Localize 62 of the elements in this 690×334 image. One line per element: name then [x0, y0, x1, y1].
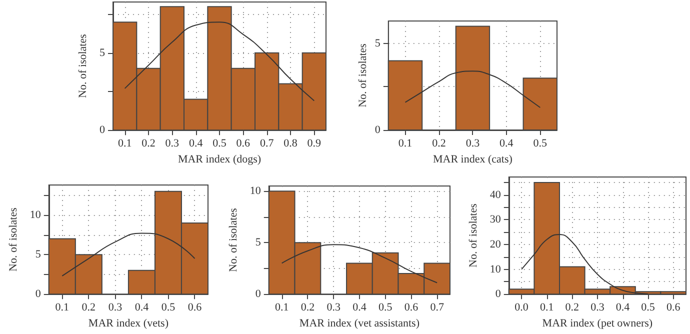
x-axis-title: MAR index (vet assistants) [299, 318, 420, 330]
x-tick-label: 0.2 [82, 302, 96, 314]
x-tick-label: 0.1 [55, 302, 70, 314]
x-tick-label: 0.4 [616, 302, 630, 314]
y-tick-label: 0 [100, 124, 106, 136]
x-tick-label: 0.3 [466, 138, 480, 150]
y-axis-title: No. of isolates [356, 44, 369, 108]
x-tick-label: 0.7 [260, 138, 274, 150]
x-tick-label: 0.6 [666, 302, 681, 314]
y-tick-label: 5 [374, 37, 381, 50]
y-axis-title: No. of isolates [77, 34, 90, 98]
x-axis-title: MAR index (vets) [88, 318, 169, 330]
x-tick-label: 0.6 [188, 302, 202, 314]
y-tick-label: 5 [35, 248, 42, 261]
y-tick-label: 0 [495, 288, 502, 300]
x-tick-label: 0.1 [398, 138, 412, 150]
x-tick-label: 0.5 [533, 138, 548, 150]
x-tick-label: 0.3 [108, 302, 123, 314]
line-series [404, 70, 541, 108]
y-tick-label: 5 [100, 46, 106, 59]
y-tick-label: 20 [490, 238, 502, 250]
x-tick-label: 0.1 [118, 138, 132, 150]
x-tick-label: 0.5 [212, 138, 227, 150]
x-tick-label: 0.1 [274, 302, 289, 314]
x-tick-label: 0.7 [430, 302, 444, 314]
y-tick-label: 5 [255, 236, 262, 249]
x-tick-label: 0.5 [378, 302, 393, 314]
y-tick-label: 30 [490, 214, 502, 226]
y-axis-title: No. of isolates [228, 208, 240, 272]
x-tick-label: 0.2 [142, 138, 156, 150]
y-tick-label: 10 [30, 209, 42, 222]
line-series [124, 22, 315, 102]
y-tick-label: 10 [250, 185, 262, 198]
x-tick-label: 0.6 [236, 138, 251, 150]
x-axis-title: MAR index (pet owners) [542, 318, 653, 330]
x-axis-title: MAR index (dogs) [178, 154, 262, 166]
y-tick-label: 0 [35, 288, 42, 300]
x-tick-label: 0.6 [404, 302, 419, 314]
x-tick-label: 0.3 [165, 138, 180, 150]
y-tick-label: 0 [255, 288, 262, 300]
x-tick-label: 0.4 [352, 302, 367, 314]
x-tick-label: 0.2 [565, 302, 580, 314]
x-tick-label: 0.2 [432, 138, 446, 150]
x-axis-title: MAR index (cats) [432, 153, 513, 166]
x-tick-label: 0.0 [514, 302, 529, 314]
x-tick-label: 0.4 [188, 138, 204, 150]
x-tick-label: 0.4 [134, 302, 150, 314]
x-tick-label: 0.5 [161, 302, 176, 314]
x-tick-label: 0.3 [326, 302, 341, 314]
y-tick-label: 10 [490, 263, 502, 276]
x-tick-label: 0.8 [284, 138, 298, 150]
x-tick-label: 0.2 [300, 302, 315, 314]
y-tick-label: 0 [374, 124, 381, 136]
line-series [62, 232, 196, 276]
y-axis-title: No. of isolates [468, 204, 480, 268]
x-tick-label: 0.1 [540, 302, 554, 314]
y-axis-title: No. of isolates [8, 208, 20, 272]
x-tick-label: 0.4 [500, 138, 514, 150]
y-tick-label: 40 [490, 188, 502, 201]
x-tick-label: 0.5 [641, 302, 656, 314]
x-tick-label: 0.9 [307, 138, 322, 150]
x-tick-label: 0.3 [590, 302, 605, 314]
